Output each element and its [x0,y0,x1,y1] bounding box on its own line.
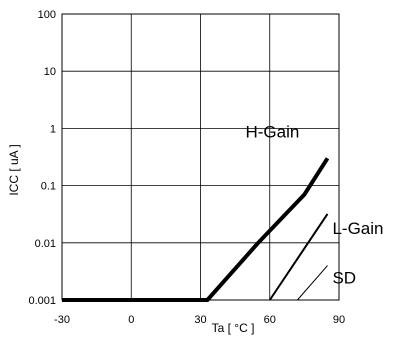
x-tick-labels: -30 0 30 60 90 [54,314,345,326]
series-line-h-gain [62,157,330,302]
y-tick-label: 0.1 [41,181,56,193]
series-label-l-gain: L-Gain [332,219,383,238]
y-tick-label: 1 [50,123,56,135]
x-tick-label: -30 [54,314,70,326]
series-label-sd: SD [332,269,356,288]
x-tick-label: 30 [194,314,206,326]
y-tick-label: 0.01 [35,238,56,250]
y-axis-label: ICC [ uA ] [7,144,21,195]
x-axis-label: Ta [ °C ] [212,321,255,335]
y-tick-label: 0.001 [28,295,56,307]
series-line-l-gain [268,213,329,301]
x-tick-label: 60 [264,314,276,326]
series-label-h-gain: H-Gain [245,122,299,141]
series-lines [62,157,330,302]
y-tick-labels: 0.001 0.01 0.1 1 10 100 [28,9,56,307]
series-labels: H-Gain L-Gain SD [245,122,383,287]
y-tick-label: 100 [38,9,56,21]
x-tick-label: 0 [128,314,134,326]
y-tick-label: 10 [44,66,56,78]
series-line-sd [297,265,328,301]
x-tick-label: 90 [333,314,345,326]
